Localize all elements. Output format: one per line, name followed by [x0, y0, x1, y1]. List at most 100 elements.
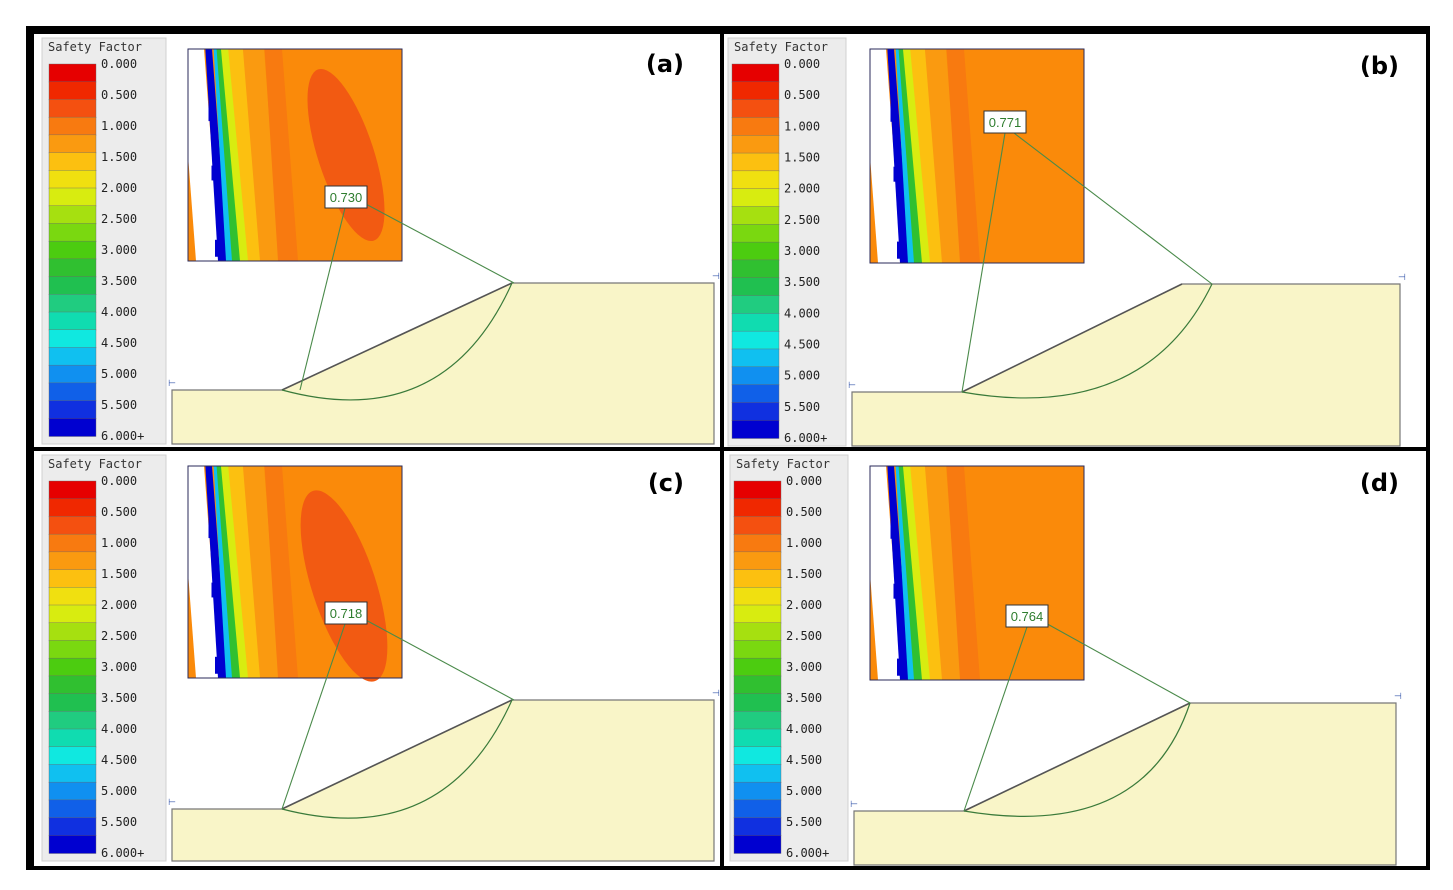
legend-tick-label: 3.500 — [786, 691, 822, 705]
panel-label: (d) — [1360, 469, 1399, 497]
legend-tick-label: 1.500 — [101, 567, 137, 581]
legend-swatch — [48, 640, 97, 659]
legend-swatch — [48, 364, 97, 384]
slip-surface — [281, 699, 513, 819]
legend-tick-label: 3.500 — [101, 691, 137, 705]
legend-tick-label: 0.000 — [784, 57, 820, 71]
slope-model: ⊢⊣ — [848, 273, 1406, 447]
inset-border — [187, 48, 403, 262]
legend-tick-label: 5.000 — [786, 784, 822, 798]
legend-swatch — [48, 764, 97, 783]
soil-body — [851, 283, 1401, 447]
legend-swatch — [48, 223, 97, 242]
legend-swatch — [731, 295, 780, 315]
panel-label: (a) — [646, 50, 684, 78]
legend-tick-label: 0.000 — [101, 474, 137, 488]
contour-band — [862, 466, 902, 680]
fos-box — [324, 601, 368, 625]
slope-model: ⊢⊣ — [168, 689, 720, 862]
panel-svg: Safety Factor 0.000 0.500 1.000 1.500 2.000 2.… — [41, 454, 720, 862]
panel-b: Safety Factor 0.000 0.500 1.000 1.500 2.000 2.… — [724, 34, 1426, 447]
legend-swatch — [48, 728, 97, 748]
fos-value: 0.771 — [989, 115, 1022, 130]
contour-band — [208, 102, 216, 122]
legend-swatch — [48, 134, 97, 154]
legend-swatch — [48, 99, 97, 118]
fos-callout: 0.771 — [961, 110, 1213, 393]
legend-swatch — [731, 348, 780, 368]
contour-band — [902, 49, 932, 263]
contour-band — [946, 49, 980, 263]
legend-swatch — [48, 205, 97, 225]
legend-swatch — [731, 188, 780, 208]
legend-swatch — [731, 366, 780, 386]
boundary-marker-left: ⊢ — [848, 381, 856, 391]
legend-swatch — [731, 402, 780, 421]
legend-tick-label: 6.000+ — [101, 846, 144, 860]
legend-tick-label: 4.000 — [784, 306, 820, 320]
legend-swatch — [48, 781, 97, 801]
soil-body — [171, 282, 715, 445]
contour-band — [215, 656, 222, 674]
inset-contour — [180, 465, 403, 682]
legend-swatch — [731, 63, 780, 83]
slip-surface — [963, 702, 1191, 817]
legend-swatch — [48, 276, 97, 295]
inset-contour — [862, 465, 1085, 681]
fos-value: 0.764 — [1011, 609, 1044, 624]
contour-band — [946, 466, 980, 680]
legend-tick-label: 4.500 — [786, 753, 822, 767]
legend-swatch — [48, 311, 97, 331]
legend-swatch — [48, 533, 97, 553]
inset-border — [187, 465, 403, 679]
legend-swatch — [48, 116, 97, 136]
legend-swatch — [48, 240, 97, 260]
legend-tick-label: 1.000 — [101, 536, 137, 550]
legend-swatch — [48, 693, 97, 712]
legend-tick-label: 2.000 — [101, 181, 137, 195]
legend-tick-label: 2.000 — [784, 182, 820, 196]
fos-box — [324, 185, 368, 209]
legend-tick-label: 5.500 — [784, 400, 820, 414]
contour-band — [211, 165, 219, 181]
legend-swatch — [733, 533, 782, 553]
inset-contour — [862, 48, 1085, 264]
contour-band — [897, 241, 904, 259]
leader-line — [299, 207, 346, 391]
boundary-marker-right: ⊣ — [712, 272, 720, 282]
fos-callout: 0.764 — [963, 604, 1191, 812]
leader-line — [361, 201, 515, 284]
legend-swatch — [733, 657, 782, 677]
panel-label: (b) — [1360, 52, 1399, 80]
contour-band — [180, 466, 220, 678]
leader-line — [961, 132, 1006, 393]
slope-face — [961, 283, 1183, 393]
contour-band — [242, 466, 280, 678]
leader-line — [1013, 132, 1213, 285]
legend-tick-label: 0.500 — [101, 505, 137, 519]
legend-swatch — [733, 569, 782, 588]
legend-swatch — [731, 330, 780, 350]
legend-swatch — [733, 675, 782, 695]
legend-swatch — [48, 63, 97, 83]
legend-tick-label: 2.500 — [101, 212, 137, 226]
panel-a: Safety Factor 0.000 0.500 1.000 1.500 2.000 2.… — [34, 34, 720, 447]
legend: Safety Factor 0.000 0.500 1.000 1.500 2.000 2.… — [729, 454, 849, 862]
legend-swatch — [48, 152, 97, 171]
legend-swatch — [733, 587, 782, 606]
contour-band — [902, 466, 932, 680]
legend-tick-label: 4.500 — [784, 338, 820, 352]
legend-title: Safety Factor — [734, 40, 828, 54]
critical-zone — [300, 490, 388, 682]
legend-swatch — [48, 622, 97, 642]
boundary-marker-right: ⊣ — [712, 689, 720, 699]
legend-swatch — [48, 746, 97, 766]
slope-model: ⊢⊣ — [850, 692, 1402, 866]
boundary-marker-right: ⊣ — [1398, 273, 1406, 283]
fos-box — [1005, 604, 1049, 628]
legend-tick-label: 4.000 — [101, 305, 137, 319]
slope-face — [281, 282, 513, 391]
legend-tick-label: 2.000 — [786, 598, 822, 612]
legend-swatch — [731, 259, 780, 279]
fos-value: 0.730 — [330, 190, 363, 205]
